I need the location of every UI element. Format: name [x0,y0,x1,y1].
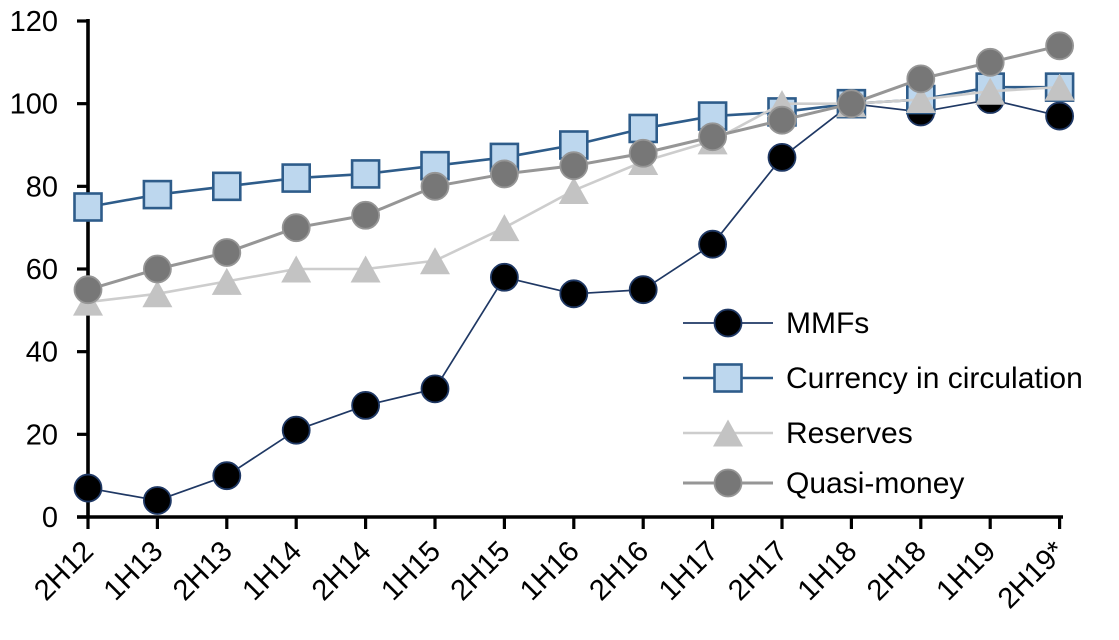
data-point-marker [142,280,173,308]
x-tick-label: 1H13 [98,535,170,607]
data-point-marker [905,86,936,114]
y-tick-label: 100 [10,89,58,121]
x-tick-label: 2H17 [722,535,794,607]
data-point-marker [767,105,797,135]
legend-label: MMFs [786,307,869,340]
x-tick-label: 1H16 [514,535,586,607]
x-tick-label: 2H15 [445,535,517,607]
data-point-marker [713,363,743,393]
data-point-marker [281,415,311,445]
data-point-marker [212,171,242,202]
x-tick-label: 1H14 [236,535,308,607]
y-tick-label: 80 [26,171,58,203]
x-tick-label: 2H16 [583,535,655,607]
data-point-marker [351,390,381,420]
legend-item-mmfs: MMFs [683,307,869,340]
data-point-marker [212,238,242,267]
data-point-marker [420,247,450,275]
data-point-marker [142,486,172,515]
data-point-marker [489,159,519,189]
x-tick-label: 1H15 [375,535,447,607]
legend: MMFs Currency in circulation Reserves Quasi… [683,307,1083,500]
legend-item-quasi-money: Quasi-money [683,467,964,500]
data-point-marker [975,77,1006,105]
legend-label: Quasi-money [786,467,964,500]
data-point-marker [420,171,450,201]
data-point-marker [698,229,727,259]
data-point-marker [142,179,173,210]
legend-item-reserves: Reserves [683,417,913,450]
data-point-marker [698,122,727,152]
legend-label: Currency in circulation [786,362,1083,395]
data-point-marker [628,113,659,144]
data-point-marker [559,279,589,309]
data-point-marker [713,468,743,498]
data-point-marker [350,255,381,283]
y-tick-label: 0 [42,502,58,534]
data-point-marker [489,262,519,292]
data-point-marker [767,142,797,172]
x-tick-label: 1H19 [930,535,1002,607]
data-point-marker [559,151,589,181]
data-point-marker [420,374,450,404]
x-tick-label: 1H18 [792,535,864,607]
data-point-marker [1044,73,1075,101]
data-point-marker [350,159,381,189]
data-point-marker [281,163,312,193]
data-point-marker [975,47,1005,77]
x-tick-label: 1H17 [653,535,725,607]
x-tick-label: 2H13 [167,535,239,607]
x-tick-label: 2H18 [861,535,933,607]
data-point-marker [1045,31,1074,61]
data-point-marker [489,214,520,242]
data-point-marker [211,267,242,295]
legend-label: Reserves [786,417,913,450]
y-tick-label: 20 [26,419,58,451]
data-point-marker [628,138,658,168]
y-tick-label: 60 [26,254,58,286]
data-point-marker [558,176,589,204]
data-point-marker [351,200,381,230]
data-point-marker [628,275,658,305]
y-tick-label: 120 [10,6,58,38]
data-point-marker [142,254,172,284]
data-point-marker [73,275,103,305]
data-point-marker [73,192,103,222]
data-point-marker [281,255,312,283]
data-point-marker [1045,101,1074,131]
series-quasi-money [73,31,1074,305]
data-point-marker [281,213,311,243]
data-point-marker [713,308,743,338]
x-tick-label: 2H14 [306,535,378,607]
data-point-marker [837,89,866,119]
legend-item-currency-in-circulation: Currency in circulation [683,362,1083,395]
data-point-marker [713,419,743,447]
data-point-marker [212,461,242,491]
x-tick-label: 2H12 [28,535,100,607]
y-tick-label: 40 [26,337,58,369]
data-point-marker [73,473,103,503]
data-point-marker [906,64,936,94]
x-tick-label: 2H19* [992,535,1072,615]
